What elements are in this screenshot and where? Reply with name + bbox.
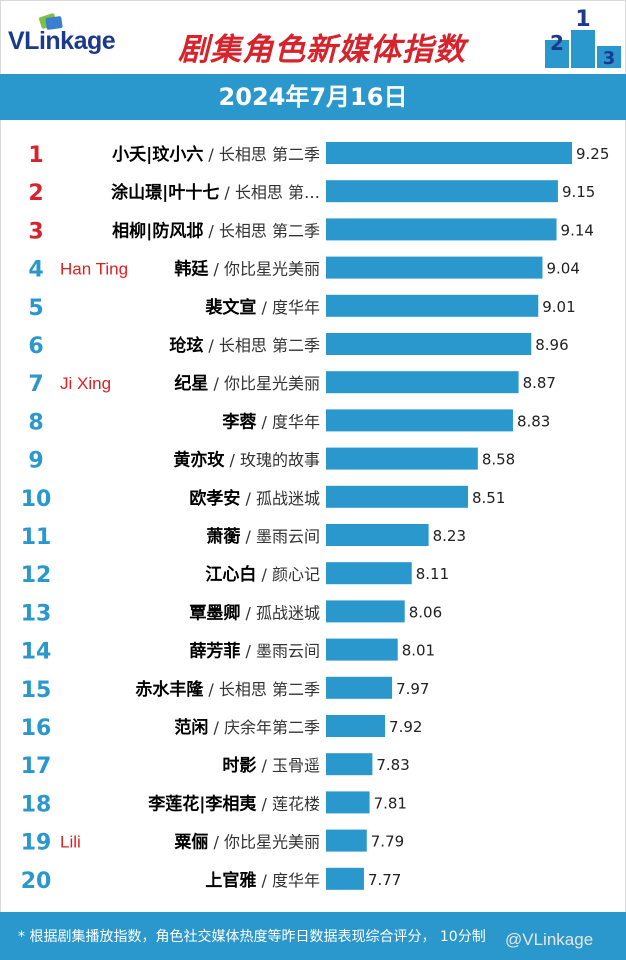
score-value: 8.11 [416,565,449,583]
role-label: 李蓉 / 度华年 [222,411,320,432]
score-bar [326,791,370,814]
score-bar [326,218,557,241]
score-bar [326,294,539,317]
role-label: 粟俪 / 你比星光美丽 [174,832,320,853]
score-bar [326,867,364,890]
score-value: 8.01 [402,642,435,660]
rank-number: 3 [28,219,43,244]
role-label: 黄亦玫 / 玫瑰的故事 [173,450,320,471]
score-bar [326,829,367,852]
score-value: 9.25 [576,145,609,163]
svg-text:2: 2 [550,31,564,55]
score-value: 7.79 [371,833,404,851]
footer-banner [0,912,626,960]
score-value: 7.77 [368,871,401,889]
score-bar [326,180,558,203]
name-annotation: Han Ting [60,260,128,279]
score-value: 9.04 [546,260,579,278]
page-title: 剧集角色新媒体指数 [178,32,466,68]
name-annotation: Ji Xing [60,374,111,393]
score-bar [326,142,572,164]
svg-text:1: 1 [575,7,590,32]
rank-number: 9 [28,449,43,474]
score-bar [326,371,519,394]
rank-number: 2 [28,181,43,206]
rank-number: 13 [21,601,52,626]
score-value: 9.15 [562,183,595,201]
rank-number: 1 [28,143,43,168]
score-value: 8.23 [433,527,466,545]
footer-note: * 根据剧集播放指数，角色社交媒体热度等昨日数据表现综合评分， 10分制 [18,929,486,945]
score-bar [326,562,412,585]
role-label: 涂山璟|叶十七 / 长相思 第… [111,182,320,203]
date-label: 2024年7月16日 [218,83,408,111]
role-label: 裴文宣 / 度华年 [204,297,320,318]
score-bar [326,715,386,737]
name-annotation: Lili [60,833,81,852]
score-value: 9.01 [542,298,575,316]
rank-number: 19 [21,831,52,856]
rank-number: 20 [21,869,52,894]
score-bar [326,524,429,546]
logo-card-icon [39,13,63,30]
weibo-watermark: @VLinkage [505,930,594,949]
rank-number: 5 [28,296,43,321]
score-bar [326,638,398,661]
role-label: 李莲花|李相夷 / 莲花楼 [148,793,320,814]
podium-icon: 2 1 3 [545,7,621,68]
role-label: 薛芳菲 / 墨雨云间 [189,641,320,662]
score-bar [326,409,513,432]
score-value: 9.14 [561,221,594,239]
role-label: 江心白 / 颜心记 [205,564,320,585]
role-label: 相柳|防风邶 / 长相思 第二季 [112,220,320,241]
rank-number: 11 [21,525,52,550]
role-label: 小夭|玟小六 / 长相思 第二季 [112,144,320,165]
score-bar [326,333,532,355]
score-bar [326,485,468,508]
score-bar [326,256,543,279]
score-value: 7.81 [374,794,407,812]
score-value: 8.96 [535,336,568,354]
score-bar [326,676,393,699]
role-label: 范闲 / 庆余年第二季 [174,717,320,738]
score-value: 8.06 [409,603,442,621]
rank-number: 14 [21,640,52,665]
ranking-chart: 1 小夭|玟小六 / 长相思 第二季 9.25 2 涂山璟|叶十七 / 长相思 第… 9.… [21,142,609,894]
score-value: 7.83 [376,756,409,774]
score-value: 7.92 [389,718,422,736]
role-label: 欧孝安 / 孤战迷城 [189,488,320,509]
rank-number: 15 [21,678,52,703]
role-label: 覃墨卿 / 孤战迷城 [189,603,320,623]
rank-number: 8 [28,410,43,435]
score-value: 8.83 [517,412,550,430]
score-bar [326,753,373,776]
rank-number: 16 [21,716,52,741]
role-label: 赤水丰隆 / 长相思 第二季 [135,679,320,700]
role-label: 上官雅 / 度华年 [205,870,320,891]
rank-number: 18 [21,792,52,817]
vlinkage-logo: VLinkage [8,27,116,55]
rank-number: 10 [21,487,52,512]
rank-number: 17 [21,754,52,779]
score-value: 8.51 [472,489,505,507]
score-bar [326,447,478,470]
role-label: 玱玹 / 长相思 第二季 [169,335,320,356]
svg-text:3: 3 [603,48,616,68]
rank-number: 6 [28,334,43,359]
role-label: 时影 / 玉骨遥 [222,756,320,776]
date-banner [0,74,626,120]
rank-number: 4 [28,258,43,283]
score-value: 8.87 [523,374,556,392]
role-label: 纪星 / 你比星光美丽 [174,373,320,394]
role-label: 韩廷 / 你比星光美丽 [174,259,320,280]
score-bar [326,600,405,623]
rank-number: 7 [28,372,43,397]
rank-number: 12 [21,563,52,588]
score-value: 7.97 [396,680,429,698]
role-label: 萧蘅 / 墨雨云间 [206,527,320,547]
score-value: 8.58 [482,451,515,469]
